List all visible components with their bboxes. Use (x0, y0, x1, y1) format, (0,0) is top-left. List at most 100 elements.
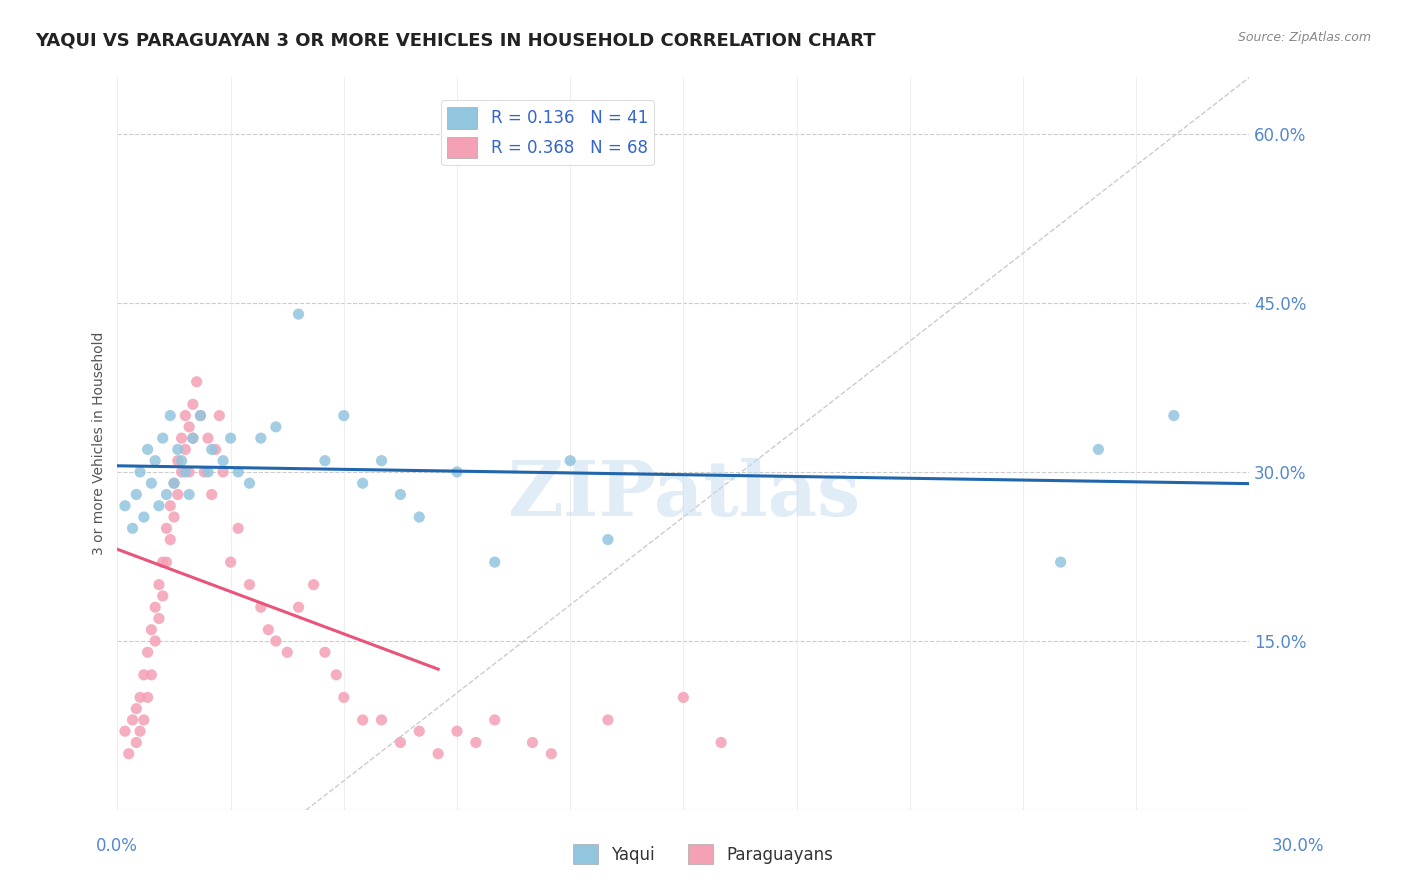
Point (132, 668, 155, 682)
Point (212, 465, 235, 479)
Point (370, 713, 392, 727)
Point (125, 701, 148, 715)
Point (143, 634, 166, 648)
Point (125, 735, 148, 749)
Point (197, 431, 219, 445)
Point (484, 555, 506, 569)
Point (208, 409, 231, 423)
Point (174, 409, 197, 423)
Point (163, 476, 186, 491)
Point (181, 397, 204, 411)
Point (389, 735, 412, 749)
Point (204, 442, 226, 457)
Point (121, 713, 143, 727)
Point (129, 724, 152, 739)
Text: 0.0%: 0.0% (96, 837, 138, 855)
Point (152, 589, 174, 603)
Point (190, 409, 212, 423)
Point (163, 476, 186, 491)
Point (408, 724, 430, 739)
Point (219, 431, 242, 445)
Point (179, 487, 201, 501)
Text: ZIPatlas: ZIPatlas (506, 458, 860, 532)
Point (148, 611, 170, 625)
Legend: Yaqui, Paraguayans: Yaqui, Paraguayans (567, 838, 839, 871)
Point (446, 724, 468, 739)
Point (427, 747, 450, 761)
Text: YAQUI VS PARAGUAYAN 3 OR MORE VEHICLES IN HOUSEHOLD CORRELATION CHART: YAQUI VS PARAGUAYAN 3 OR MORE VEHICLES I… (35, 31, 876, 49)
Point (484, 713, 506, 727)
Y-axis label: 3 or more Vehicles in Household: 3 or more Vehicles in Household (93, 332, 107, 556)
Point (226, 521, 249, 535)
Point (174, 442, 197, 457)
Point (170, 431, 193, 445)
Point (193, 465, 215, 479)
Point (264, 634, 287, 648)
Point (152, 431, 174, 445)
Point (352, 476, 374, 491)
Point (118, 747, 141, 761)
Point (333, 690, 356, 705)
Point (408, 510, 430, 524)
Point (132, 510, 155, 524)
Point (287, 307, 309, 321)
Point (155, 555, 177, 569)
Point (155, 521, 177, 535)
Point (249, 600, 271, 615)
Point (121, 521, 143, 535)
Point (166, 487, 188, 501)
Point (163, 510, 186, 524)
Point (446, 465, 468, 479)
Point (190, 409, 212, 423)
Point (141, 476, 163, 491)
Point (179, 420, 201, 434)
Point (186, 375, 208, 389)
Point (287, 600, 309, 615)
Point (181, 431, 204, 445)
Point (672, 690, 695, 705)
Point (129, 465, 152, 479)
Point (333, 409, 356, 423)
Point (264, 420, 287, 434)
Point (389, 487, 412, 501)
Point (148, 577, 170, 591)
Text: Source: ZipAtlas.com: Source: ZipAtlas.com (1237, 31, 1371, 45)
Point (155, 487, 177, 501)
Point (114, 724, 136, 739)
Point (370, 453, 392, 467)
Point (159, 409, 181, 423)
Point (201, 487, 224, 501)
Point (596, 533, 619, 547)
Point (212, 453, 235, 467)
Point (226, 465, 249, 479)
Point (560, 453, 582, 467)
Point (136, 442, 159, 457)
Point (179, 465, 201, 479)
Point (170, 453, 193, 467)
Point (238, 577, 260, 591)
Point (166, 442, 188, 457)
Point (238, 476, 260, 491)
Point (710, 735, 733, 749)
Point (325, 668, 347, 682)
Point (136, 645, 159, 659)
Point (249, 431, 271, 445)
Point (129, 690, 152, 705)
Text: 30.0%: 30.0% (1272, 837, 1324, 855)
Point (314, 645, 336, 659)
Point (464, 735, 486, 749)
Point (352, 713, 374, 727)
Point (276, 645, 298, 659)
Point (219, 555, 242, 569)
Point (148, 499, 170, 513)
Point (141, 623, 163, 637)
Point (201, 442, 224, 457)
Point (540, 747, 562, 761)
Point (141, 668, 163, 682)
Point (1163, 409, 1185, 423)
Point (522, 735, 544, 749)
Point (114, 499, 136, 513)
Point (174, 465, 197, 479)
Point (132, 713, 155, 727)
Point (302, 577, 325, 591)
